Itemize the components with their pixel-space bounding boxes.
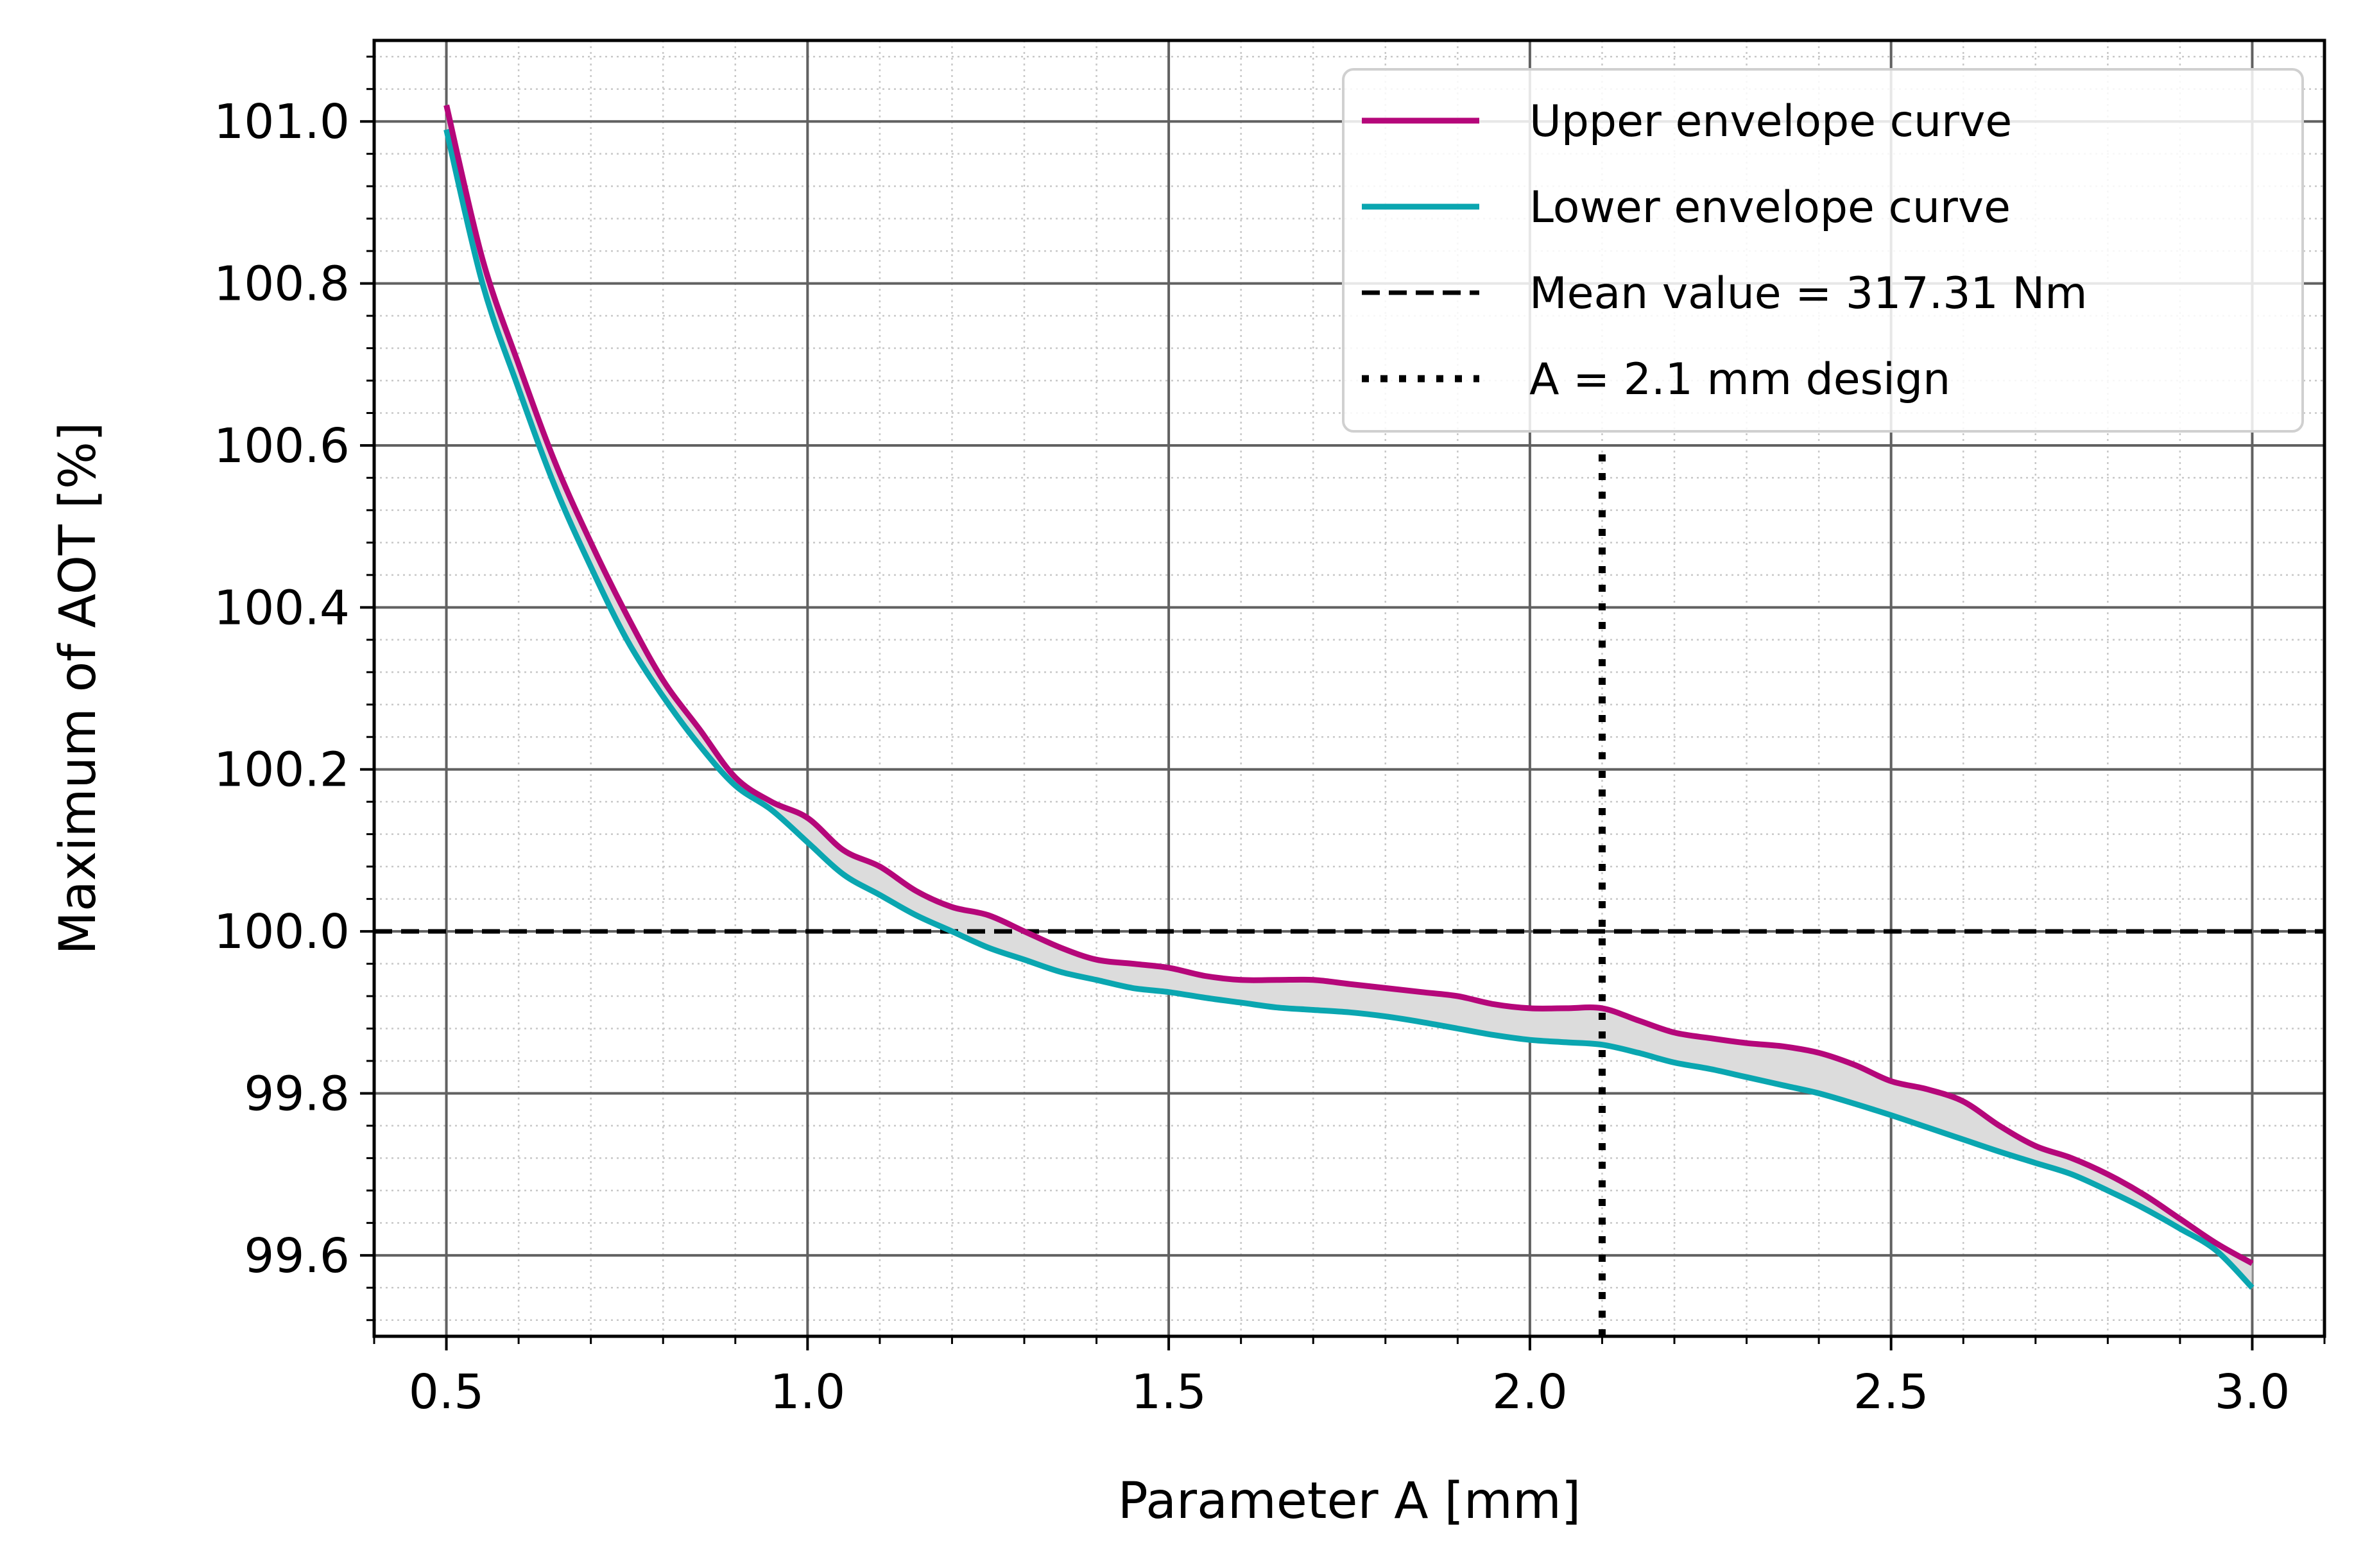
x-tick-label: 2.5 — [1853, 1365, 1929, 1420]
envelope-curves — [443, 104, 2255, 1290]
x-axis-title: Parameter A [mm] — [1118, 1472, 1581, 1530]
legend-label: Mean value = 317.31 Nm — [1529, 268, 2088, 319]
axes-frame — [372, 39, 2326, 1338]
x-tick-label: 1.5 — [1131, 1365, 1207, 1420]
reference-lines — [374, 445, 2324, 1336]
y-tick-label: 101.0 — [214, 94, 350, 150]
y-tick-label: 100.2 — [214, 743, 350, 798]
y-tick-label: 100.4 — [214, 580, 350, 635]
axis-ticks — [360, 55, 2326, 1350]
legend: Upper envelope curve Lower envelope curve… — [1342, 68, 2304, 433]
y-tick-label: 99.6 — [244, 1228, 350, 1284]
x-tick-label: 1.0 — [769, 1365, 845, 1420]
y-tick-label: 100.0 — [214, 904, 350, 960]
plot-frame — [372, 39, 2326, 1338]
tick-labels: 0.5 1.0 1.5 2.0 2.5 3.0 99.6 99.8 100.0 100.2 100.… — [214, 94, 2290, 1420]
legend-label: Upper envelope curve — [1529, 96, 2012, 147]
y-tick-label: 100.8 — [214, 257, 350, 312]
legend-box — [1342, 68, 2304, 433]
upper-envelope-line — [443, 104, 2254, 1266]
x-tick-label: 3.0 — [2215, 1365, 2290, 1420]
legend-label: Lower envelope curve — [1529, 182, 2011, 233]
x-tick-label: 0.5 — [409, 1365, 485, 1420]
lower-envelope-line — [443, 128, 2255, 1290]
x-tick-label: 2.0 — [1492, 1365, 1568, 1420]
y-tick-label: 100.6 — [214, 418, 350, 474]
y-tick-label: 99.8 — [244, 1066, 350, 1121]
y-axis-title: Maximum of AOT [%] — [49, 422, 107, 955]
legend-label: A = 2.1 mm design — [1529, 354, 1950, 405]
